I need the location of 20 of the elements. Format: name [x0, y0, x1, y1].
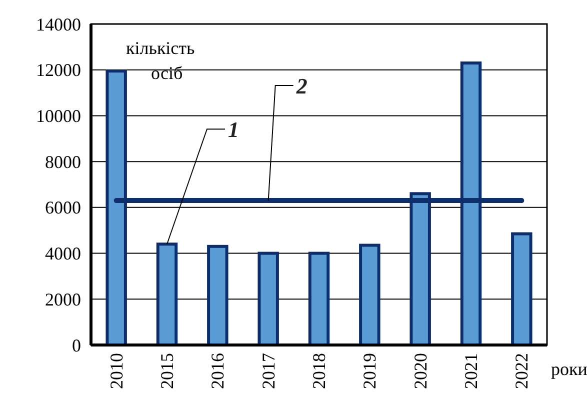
annotation: 1 [228, 116, 239, 142]
x-tick-label: 2017 [258, 353, 278, 389]
x-tick-label: 2022 [512, 353, 532, 389]
y-tick-label: 0 [72, 335, 81, 356]
x-tick-label: 2019 [360, 353, 380, 389]
y-tick-label: 10000 [36, 106, 81, 126]
y-tick-label: 4000 [45, 244, 81, 264]
x-tick-label: 2021 [461, 353, 481, 389]
annotation: 2 [295, 73, 308, 98]
x-tick-label: 2018 [309, 353, 329, 389]
y-tick-label: 12000 [36, 60, 81, 80]
x-tick-label: 2020 [410, 353, 430, 389]
x-tick-label: 2010 [106, 353, 126, 389]
x-tick-label: 2016 [208, 353, 228, 389]
y-tick-label: 2000 [45, 289, 81, 310]
y-tick-label: 8000 [45, 152, 81, 172]
y-tick-label: 14000 [36, 14, 81, 34]
y-tick-label: 6000 [45, 198, 81, 218]
x-tick-label: 2015 [157, 353, 177, 389]
x-axis-title: роки [551, 359, 587, 379]
